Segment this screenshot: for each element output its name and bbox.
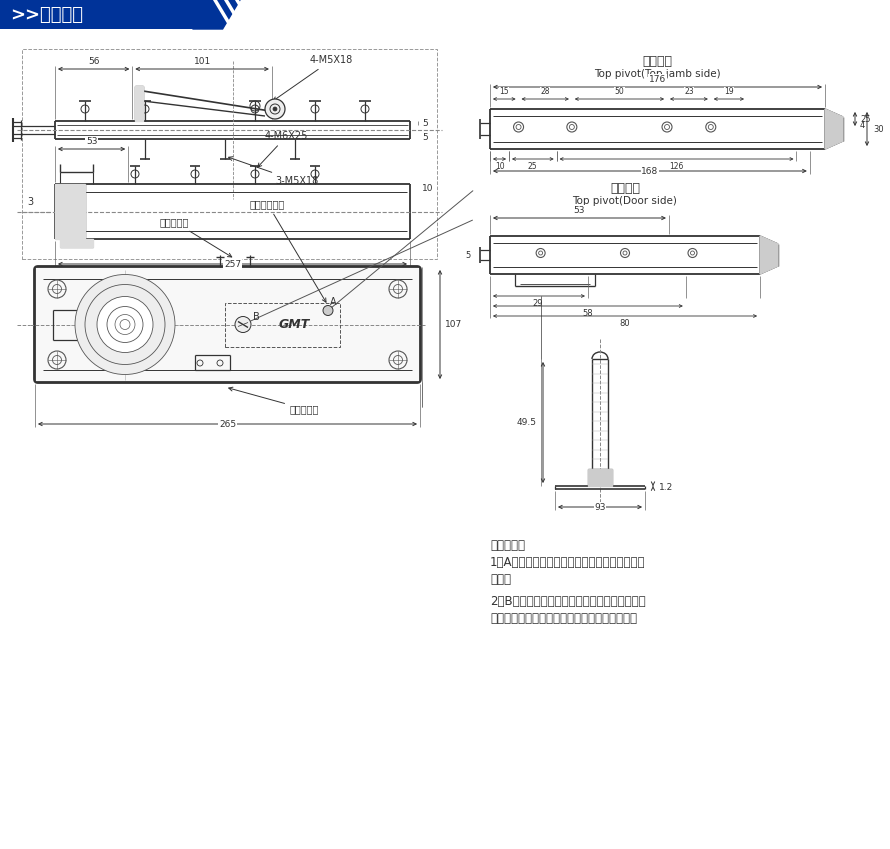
Polygon shape [825,109,843,149]
Text: 2：B处标签不得掀开，螺丝不得旋出，若因此而: 2：B处标签不得掀开，螺丝不得旋出，若因此而 [490,595,645,608]
Circle shape [107,306,143,342]
Circle shape [265,99,285,119]
Text: 注意事项：: 注意事项： [490,539,525,552]
Polygon shape [60,239,93,247]
Text: 3: 3 [27,196,33,206]
Text: 23: 23 [684,87,693,96]
Text: 螺丝须紧固: 螺丝须紧固 [160,217,231,257]
Text: 49.5: 49.5 [517,418,537,427]
Text: 126: 126 [669,162,684,171]
Text: 107: 107 [445,320,462,329]
Text: 5: 5 [465,250,471,260]
Text: 25: 25 [527,162,537,171]
Text: 旋出。: 旋出。 [490,573,511,586]
Circle shape [273,107,277,111]
Text: 30: 30 [873,125,884,133]
Text: 56: 56 [88,57,100,66]
Circle shape [323,306,333,316]
Text: 5: 5 [422,119,428,127]
Text: 28: 28 [540,87,550,96]
Polygon shape [760,236,778,274]
Text: 19: 19 [724,87,733,96]
Text: 80: 80 [619,319,630,328]
Text: 257: 257 [224,260,241,269]
Polygon shape [55,184,85,239]
Text: A: A [330,296,336,306]
Text: 168: 168 [642,167,659,176]
Text: 速度调整螺丝: 速度调整螺丝 [250,199,326,302]
Text: 4-M6X25: 4-M6X25 [257,131,308,167]
Polygon shape [588,469,612,486]
Circle shape [85,284,165,364]
Circle shape [97,296,153,352]
Text: 58: 58 [583,309,594,318]
Text: GMT: GMT [279,318,310,331]
Text: 25: 25 [860,115,870,123]
Text: 50: 50 [615,87,624,96]
Text: 10: 10 [495,162,505,171]
Text: 53: 53 [574,206,586,215]
Text: 4: 4 [860,121,865,130]
Text: 螺丝须紧固: 螺丝须紧固 [229,387,320,414]
Polygon shape [192,0,240,29]
Text: 3-M5X18: 3-M5X18 [229,157,319,186]
Text: 101: 101 [193,57,211,66]
Text: 10: 10 [422,183,433,193]
Bar [225,302,340,346]
Text: B: B [253,312,260,322]
Text: 1：A处为速度调整螺丝，只能作微量调整，不得: 1：A处为速度调整螺丝，只能作微量调整，不得 [490,556,645,569]
Text: 门框顶部: 门框顶部 [643,54,673,68]
Bar [0,0,210,29]
Text: 门扇顶部: 门扇顶部 [610,182,640,194]
Text: 176: 176 [649,75,666,84]
Text: 53: 53 [85,137,97,146]
Text: 4-M5X18: 4-M5X18 [273,55,353,101]
Circle shape [235,317,251,333]
Bar [22,49,437,259]
Text: 5: 5 [422,132,428,142]
FancyBboxPatch shape [34,266,421,383]
Text: 15: 15 [499,87,509,96]
Text: Top pivot(Door side): Top pivot(Door side) [572,196,677,206]
Text: 265: 265 [219,420,236,429]
Circle shape [75,274,175,374]
Text: 1.2: 1.2 [659,483,673,492]
Text: 造成的后果，本公司不负赔偿责任，敬请配合。: 造成的后果，本公司不负赔偿责任，敬请配合。 [490,612,637,625]
Text: >>产品尺寸: >>产品尺寸 [10,5,83,24]
Text: Top pivot(Top jamb side): Top pivot(Top jamb side) [595,69,721,79]
Text: 93: 93 [595,503,606,512]
Polygon shape [135,86,143,121]
Text: 29: 29 [532,299,543,308]
